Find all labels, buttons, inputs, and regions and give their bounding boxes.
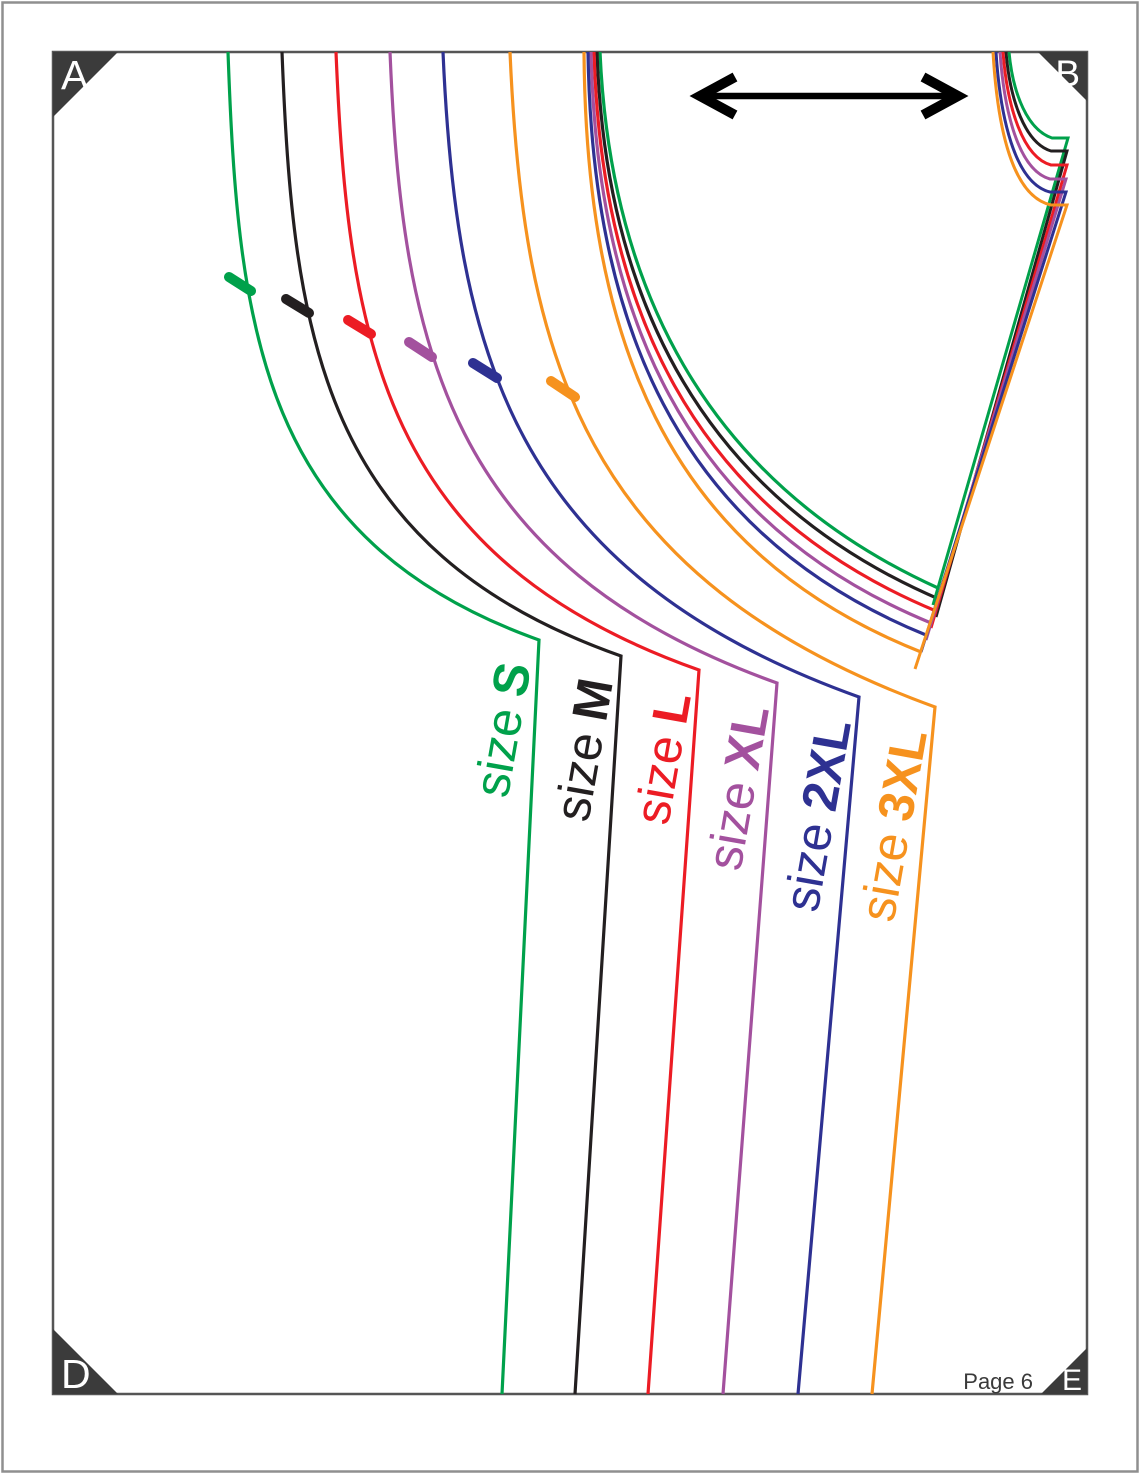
size-label-code: 3XL <box>867 725 938 825</box>
size-labels: sizeS sizeM sizeL sizeXL size2XL size3XL <box>463 658 938 925</box>
armhole-curve-size-l <box>592 51 937 613</box>
arrowhead-left-icon <box>689 72 738 120</box>
page-number: Page 6 <box>963 1369 1033 1394</box>
pattern-outline-size-l <box>334 51 701 1395</box>
armhole-curve-size-3xl <box>582 51 922 654</box>
neckline-seam-size-xl <box>924 51 1069 641</box>
size-label-prefix: size <box>624 731 695 828</box>
pattern-outline-size-m <box>280 51 623 1395</box>
size-label-code: S <box>481 658 542 701</box>
pattern-outline-size-2xl <box>441 51 861 1395</box>
arrowhead-right-icon <box>920 72 969 120</box>
pattern-outline-size-3xl <box>508 51 937 1395</box>
size-label-prefix: size <box>696 777 767 874</box>
corner-marker-d <box>53 1329 118 1394</box>
notch-icon-2xl <box>468 358 502 383</box>
size-label-code: XL <box>714 701 780 774</box>
size-label-m: sizeM <box>544 674 624 825</box>
size-label-prefix: size <box>773 818 844 915</box>
size-label-prefix: size <box>544 728 615 825</box>
armhole-curve-size-xl <box>589 51 932 625</box>
right-piece-armhole-curves <box>582 51 942 654</box>
size-label-code: L <box>641 688 701 728</box>
right-piece-neckline-seams <box>913 51 1070 670</box>
size-label-prefix: size <box>849 828 920 925</box>
neckline-seam-size-s <box>931 51 1070 606</box>
inner-frame <box>51 50 1089 1396</box>
corner-letter-e: E <box>1062 1364 1082 1397</box>
size-label-prefix: size <box>463 704 534 801</box>
corner-letter-d: D <box>61 1351 91 1397</box>
size-label-xl: sizeXL <box>696 701 780 874</box>
notch-marks <box>224 272 580 402</box>
armhole-curve-size-2xl <box>586 51 927 637</box>
pattern-outline-size-s <box>226 51 541 1395</box>
neckline-seam-size-l <box>929 51 1070 629</box>
notch-icon-l <box>343 315 376 339</box>
left-piece-outlines <box>226 51 937 1395</box>
corner-marker-e <box>1041 1348 1087 1394</box>
neckline-seam-size-m <box>934 51 1069 618</box>
grainline-arrow-icon <box>689 72 969 120</box>
corner-marker-a <box>53 52 118 117</box>
corner-letter-a: A <box>61 52 89 98</box>
armhole-curve-size-s <box>598 51 939 590</box>
pattern-outline-size-xl <box>388 51 779 1395</box>
neckline-seam-size-2xl <box>919 51 1069 653</box>
corner-marker-b <box>1038 52 1087 101</box>
size-label-2xl: size2XL <box>773 715 862 915</box>
notch-icon-3xl <box>546 376 580 402</box>
corner-markers: A B D E <box>53 52 1087 1397</box>
notch-icon-m <box>281 294 314 318</box>
size-label-code: M <box>561 674 623 725</box>
notch-icon-xl <box>404 337 437 362</box>
corner-letter-b: B <box>1055 53 1080 94</box>
size-label-s: sizeS <box>463 658 542 801</box>
neckline-seam-size-3xl <box>913 51 1070 670</box>
notch-icon-s <box>224 272 256 296</box>
armhole-curve-size-m <box>595 51 942 602</box>
